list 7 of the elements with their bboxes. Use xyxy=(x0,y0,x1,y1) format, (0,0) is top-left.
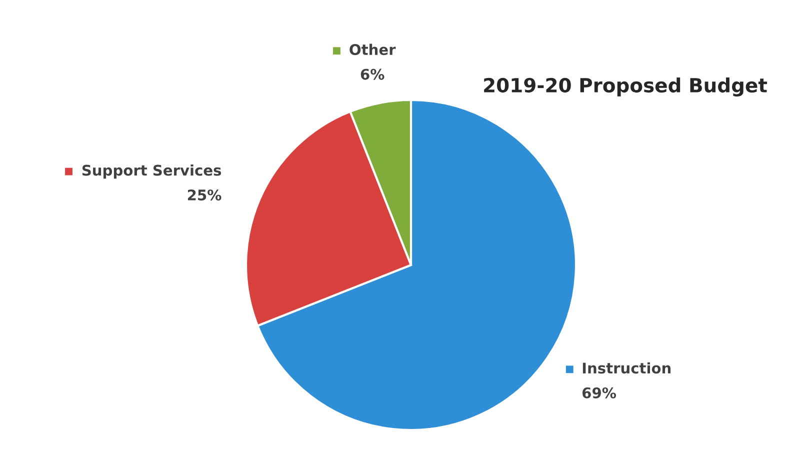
legend-label: Instruction xyxy=(582,362,670,374)
legend-label: Other xyxy=(350,44,396,56)
legend-label: Support Services xyxy=(82,164,222,179)
data-label: 25% xyxy=(188,189,222,201)
data-label: 6% xyxy=(360,68,384,80)
data-label: 69% xyxy=(582,387,616,398)
text: 2019-20 Proposed Budget xyxy=(484,78,768,96)
